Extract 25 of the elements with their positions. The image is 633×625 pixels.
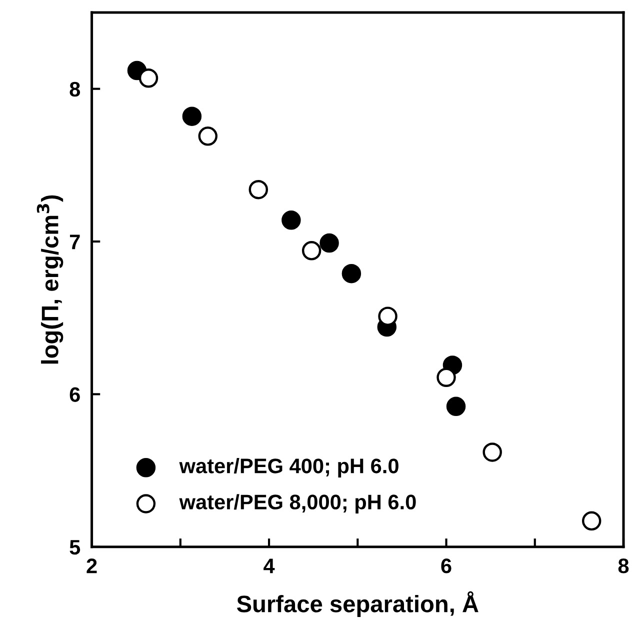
x-axis-title: Surface separation, Å (236, 591, 478, 618)
legend-label: water/PEG 8,000; pH 6.0 (179, 494, 416, 514)
point (282, 210, 301, 230)
y-tick-label: 5 (70, 540, 80, 555)
x-tick-label: 2 (86, 558, 97, 574)
point (342, 264, 362, 284)
x-tick-label: 4 (264, 558, 275, 574)
point (446, 396, 466, 416)
point (198, 126, 218, 146)
point (436, 368, 456, 388)
point (302, 241, 322, 260)
y-tick-label: 8 (70, 82, 80, 97)
y-axis-title: log(Π, erg/cm$^{3}$) (36, 195, 64, 364)
point (378, 306, 398, 326)
point (482, 442, 502, 462)
point (138, 68, 158, 88)
x-tick-label: 8 (618, 558, 629, 574)
point (582, 511, 602, 531)
point (320, 233, 339, 253)
y-tick-label: 6 (70, 387, 80, 402)
x-tick-label: 6 (441, 558, 452, 574)
y-tick-label: 7 (70, 234, 80, 250)
point (248, 180, 268, 200)
legend-label: water/PEG 400; pH 6.0 (179, 458, 398, 478)
point (182, 106, 202, 126)
